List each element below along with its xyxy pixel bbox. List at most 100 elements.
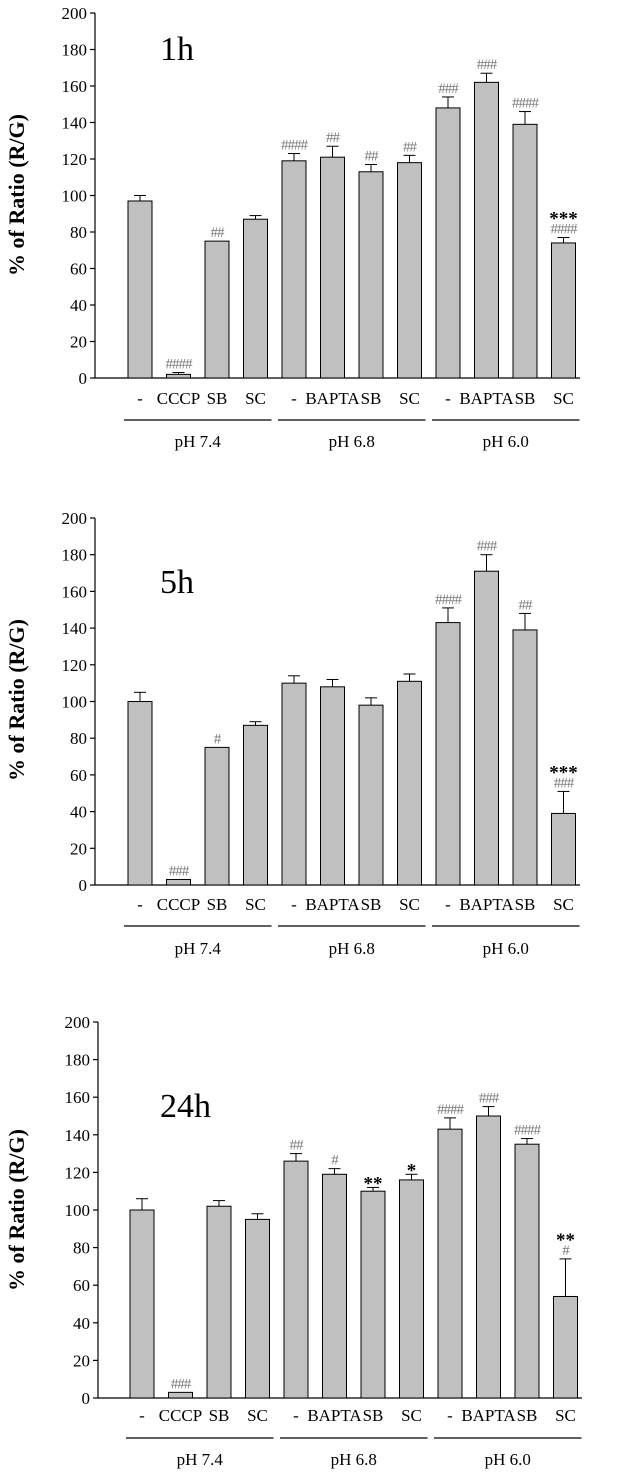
significance-hash: #### bbox=[166, 357, 194, 373]
significance-hash: ### bbox=[438, 81, 459, 97]
y-tick-label: 100 bbox=[62, 693, 88, 712]
y-tick-label: 0 bbox=[79, 369, 88, 388]
bar bbox=[474, 81, 499, 379]
significance-hash: ## bbox=[211, 225, 226, 241]
significance-hash: ## bbox=[365, 148, 380, 164]
category-label: - bbox=[291, 895, 297, 914]
category-label: BAPTA bbox=[459, 389, 514, 408]
group-label: pH 6.8 bbox=[329, 939, 375, 958]
category-label: SB bbox=[517, 1406, 538, 1425]
bar bbox=[358, 704, 384, 886]
bar bbox=[166, 373, 191, 379]
category-label: SB bbox=[515, 895, 536, 914]
bar bbox=[476, 1115, 501, 1399]
y-tick-label: 40 bbox=[70, 803, 87, 822]
bar bbox=[358, 171, 384, 379]
bar bbox=[320, 156, 345, 379]
y-tick-label: 180 bbox=[62, 41, 88, 60]
bar bbox=[127, 701, 153, 886]
y-tick-label: 120 bbox=[62, 150, 88, 169]
category-label: SC bbox=[553, 389, 574, 408]
significance-hash: #### bbox=[512, 96, 540, 112]
group-label: pH 6.0 bbox=[483, 939, 529, 958]
significance-hash: ## bbox=[403, 139, 418, 155]
significance-hash: #### bbox=[435, 592, 463, 608]
category-label: CCCP bbox=[157, 895, 200, 914]
y-tick-label: 140 bbox=[65, 1126, 91, 1145]
category-label: SC bbox=[399, 389, 420, 408]
y-tick-label: 140 bbox=[62, 114, 88, 133]
y-tick-label: 20 bbox=[70, 333, 87, 352]
significance-hash: ### bbox=[477, 57, 498, 73]
y-axis-label: % of Ratio (R/G) bbox=[4, 114, 29, 276]
category-label: CCCP bbox=[157, 389, 200, 408]
bar bbox=[399, 1179, 424, 1399]
y-tick-label: 80 bbox=[73, 1239, 90, 1258]
y-tick-label: 20 bbox=[73, 1351, 90, 1370]
bar bbox=[206, 1205, 232, 1399]
bar bbox=[281, 682, 307, 886]
category-label: SB bbox=[207, 895, 228, 914]
bar bbox=[243, 724, 268, 886]
group-label: pH 7.4 bbox=[177, 1450, 224, 1469]
bar bbox=[204, 240, 230, 379]
y-tick-label: 100 bbox=[62, 187, 88, 206]
bar bbox=[397, 162, 422, 379]
category-label: SC bbox=[247, 1406, 268, 1425]
y-tick-label: 80 bbox=[70, 729, 87, 748]
y-tick-label: 20 bbox=[70, 839, 87, 858]
y-tick-label: 120 bbox=[62, 656, 88, 675]
category-label: SC bbox=[553, 895, 574, 914]
y-tick-label: 60 bbox=[73, 1276, 90, 1295]
bar bbox=[514, 1143, 540, 1399]
y-tick-label: 0 bbox=[79, 876, 88, 895]
y-axis-label: % of Ratio (R/G) bbox=[4, 1129, 29, 1291]
bar bbox=[168, 1391, 193, 1399]
significance-hash: ### bbox=[477, 539, 498, 555]
category-label: BAPTA bbox=[461, 1406, 516, 1425]
y-tick-label: 40 bbox=[73, 1314, 90, 1333]
significance-hash: # bbox=[562, 1243, 570, 1259]
significance-star: ** bbox=[556, 1230, 575, 1251]
y-tick-label: 60 bbox=[70, 766, 87, 785]
bar bbox=[512, 123, 538, 379]
category-label: - bbox=[291, 389, 297, 408]
significance-hash: #### bbox=[281, 138, 309, 154]
panel-label: 5h bbox=[160, 564, 194, 601]
bar bbox=[474, 570, 499, 886]
bar bbox=[512, 629, 538, 886]
group-label: pH 6.8 bbox=[329, 432, 375, 451]
significance-hash: ## bbox=[326, 130, 341, 146]
y-tick-label: 200 bbox=[62, 509, 88, 528]
bar bbox=[437, 1128, 463, 1399]
significance-star: *** bbox=[549, 208, 578, 229]
chart-panel-5h: 0 20 40 60 80 100 120 140 160 180 200 % of Ratio (R… bbox=[4, 509, 580, 958]
panel-label: 1h bbox=[160, 31, 194, 68]
category-label: SB bbox=[207, 389, 228, 408]
bar bbox=[551, 812, 576, 886]
y-tick-label: 160 bbox=[62, 582, 88, 601]
category-label: SC bbox=[245, 389, 266, 408]
y-tick-label: 200 bbox=[62, 4, 88, 23]
significance-hash: #### bbox=[551, 221, 579, 237]
bar bbox=[127, 200, 153, 379]
category-label: BAPTA bbox=[305, 389, 360, 408]
significance-hash: #### bbox=[514, 1123, 542, 1139]
bar bbox=[283, 1160, 309, 1399]
chart-panel-24h: 0 20 40 60 80 100 120 140 160 180 200 % of Ratio (R… bbox=[4, 1013, 582, 1469]
category-label: SB bbox=[209, 1406, 230, 1425]
bar bbox=[320, 686, 345, 886]
bar bbox=[435, 107, 461, 379]
category-label: SB bbox=[363, 1406, 384, 1425]
chart-panel-1h: 0 20 40 60 80 100 120 140 160 180 200 % of Ratio (R… bbox=[4, 4, 580, 451]
category-label: BAPTA bbox=[459, 895, 514, 914]
category-label: SC bbox=[399, 895, 420, 914]
bar bbox=[551, 242, 576, 379]
category-label: SB bbox=[515, 389, 536, 408]
significance-hash: ### bbox=[554, 775, 575, 791]
category-label: - bbox=[137, 389, 143, 408]
y-tick-label: 160 bbox=[65, 1088, 91, 1107]
category-label: - bbox=[445, 389, 451, 408]
significance-hash: # bbox=[214, 731, 222, 747]
